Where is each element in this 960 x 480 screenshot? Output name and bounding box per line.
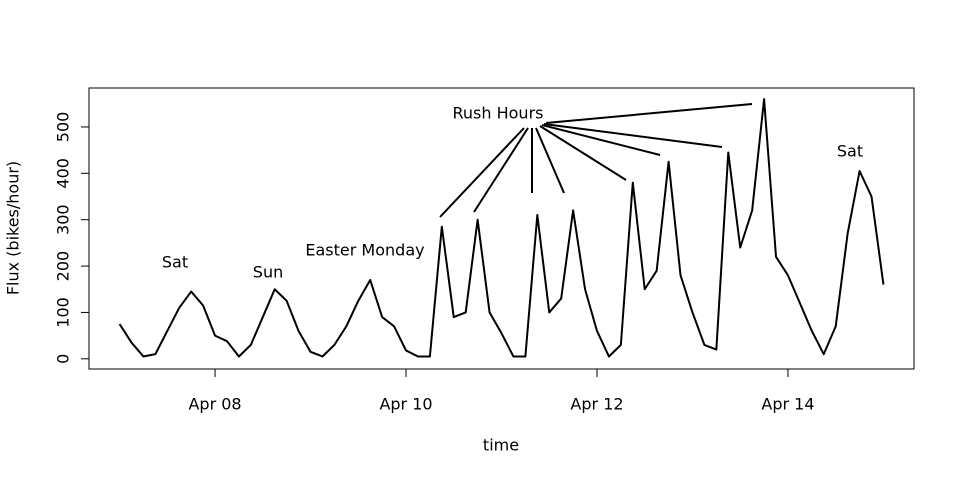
y-tick-label: 500	[54, 112, 73, 143]
y-tick-label: 300	[54, 204, 73, 235]
x-tick-label: Apr 12	[570, 395, 623, 414]
pointer	[539, 125, 627, 181]
pointer	[535, 127, 565, 194]
pointer	[545, 103, 753, 124]
annotation: Sat	[162, 253, 188, 272]
rush-hour-pointers	[439, 103, 753, 218]
y-tick-label: 400	[54, 158, 73, 189]
pointer	[543, 123, 723, 148]
y-tick-label: 0	[54, 354, 73, 364]
x-tick-label: Apr 14	[761, 395, 814, 414]
annotation: Sat	[837, 142, 863, 161]
annotation: Easter Monday	[305, 241, 424, 260]
x-axis-label: time	[483, 436, 519, 455]
y-tick-label: 100	[54, 297, 73, 328]
pointer	[541, 124, 661, 156]
pointer	[439, 127, 525, 218]
x-tick-label: Apr 08	[188, 395, 241, 414]
annotation: Sun	[253, 263, 283, 282]
y-tick-label: 200	[54, 251, 73, 282]
data-line	[118, 98, 885, 358]
plot-frame	[88, 87, 915, 370]
pointer	[473, 127, 529, 213]
x-tick-label: Apr 10	[379, 395, 432, 414]
annotation: Rush Hours	[453, 104, 544, 123]
y-axis-label: Flux (bikes/hour)	[4, 161, 23, 295]
